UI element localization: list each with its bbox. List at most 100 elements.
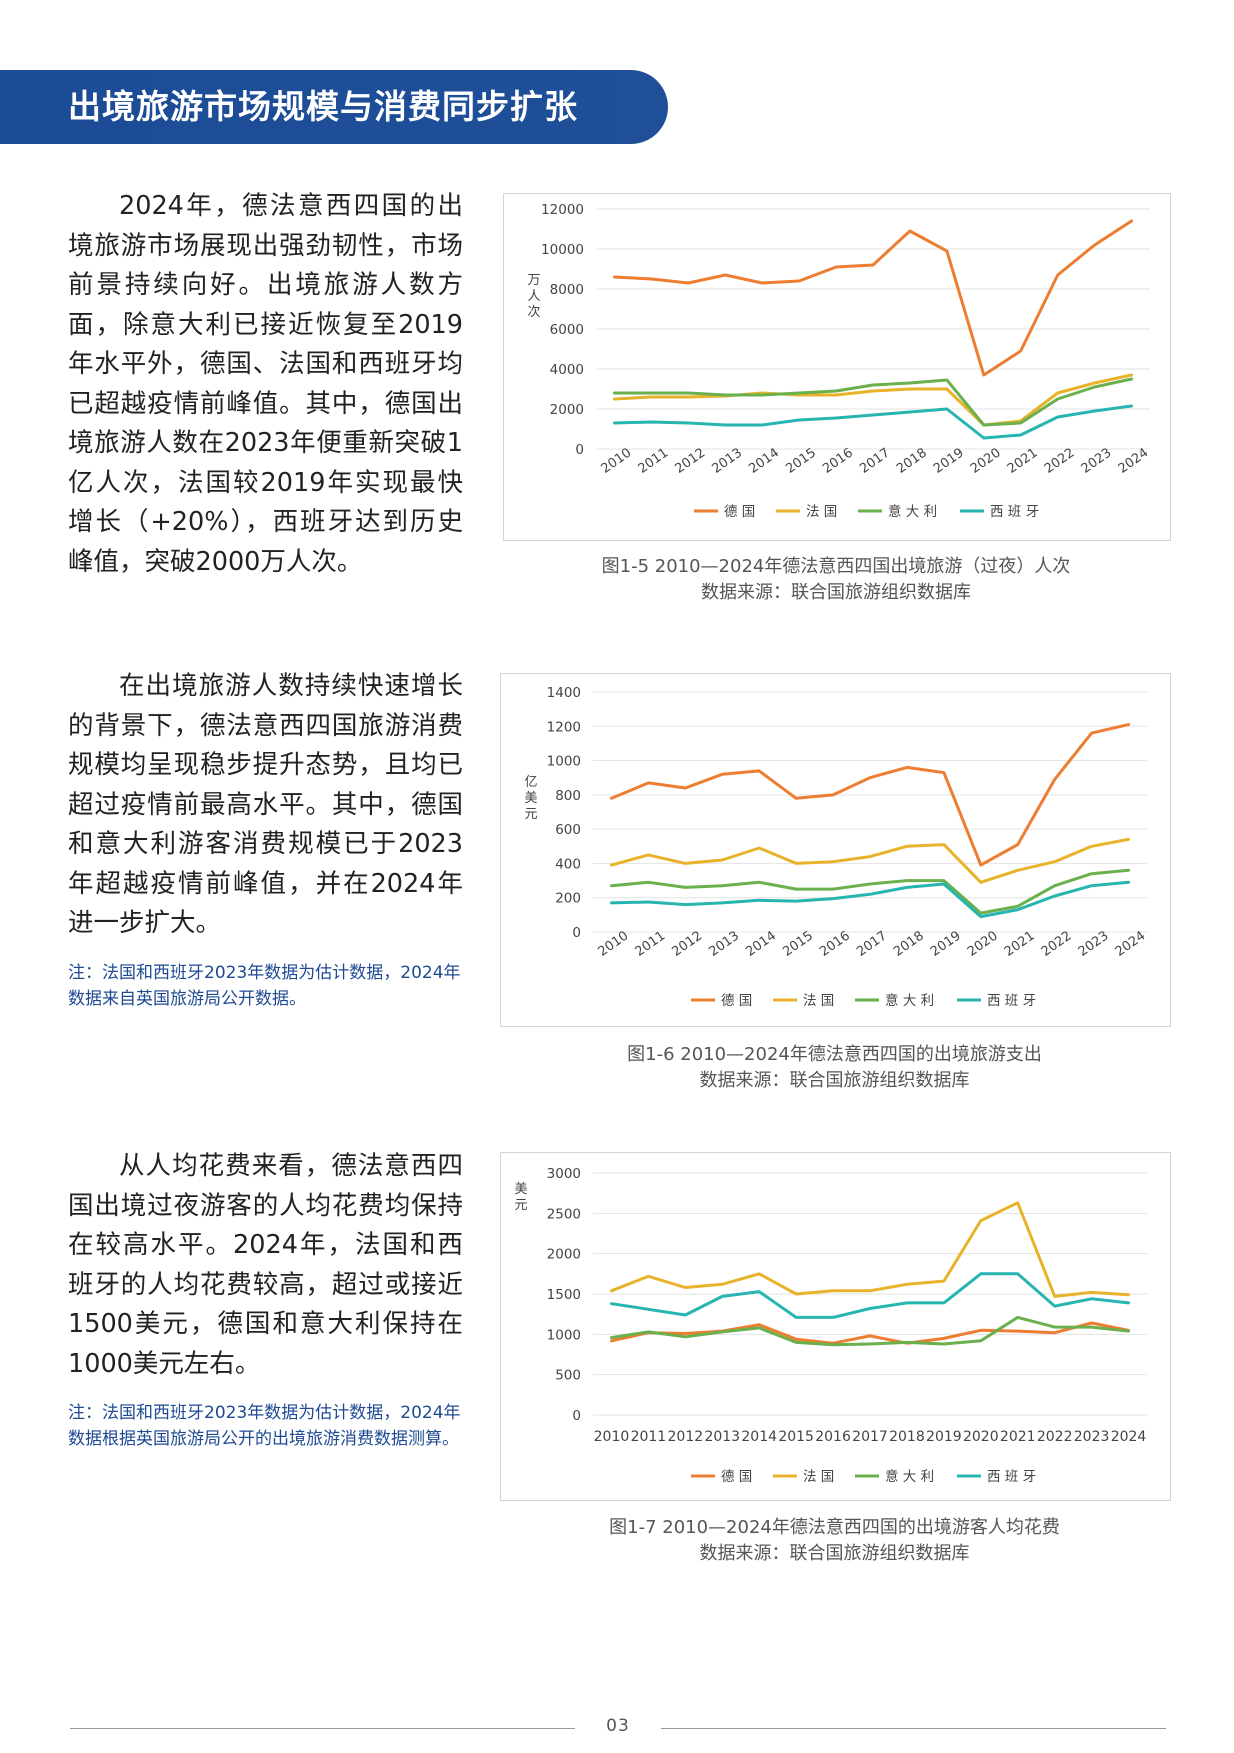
x-tick-label: 2014 <box>743 928 779 959</box>
x-tick-label: 2011 <box>633 928 669 959</box>
legend-entry: 意 大 利 <box>888 503 937 520</box>
chart-per-capita-spending-svg: 0 500 1000 1500 2000 2500 3000 2010 2011 2012 2013… <box>514 1166 1147 1485</box>
series-line <box>613 373 1133 427</box>
series-line <box>610 1321 1130 1345</box>
y-axis-label: 次 <box>527 304 540 320</box>
x-tick-label: 2018 <box>894 445 930 476</box>
x-tick-label: 2020 <box>968 445 1004 476</box>
series-line <box>610 1201 1130 1298</box>
legend-entry: 意 大 利 <box>885 992 934 1009</box>
y-tick-label: 1000 <box>547 754 581 770</box>
series-line <box>613 219 1133 377</box>
x-tick-label: 2022 <box>1039 928 1075 959</box>
y-tick-label: 1400 <box>547 685 581 701</box>
x-tick-label: 2018 <box>889 1429 925 1445</box>
x-tick-label: 2010 <box>599 445 635 476</box>
x-tick-label: 2021 <box>1000 1429 1036 1445</box>
x-tick-label: 2014 <box>741 1429 777 1445</box>
series-line <box>613 404 1133 440</box>
x-tick-label: 2014 <box>746 445 782 476</box>
footer-divider-left <box>70 1728 575 1729</box>
legend-entry: 意 大 利 <box>885 1468 934 1485</box>
y-tick-label: 800 <box>555 788 581 804</box>
y-tick-label: 3000 <box>547 1166 581 1182</box>
legend-entry: 法 国 <box>803 993 834 1009</box>
y-tick-label: 1200 <box>547 719 581 735</box>
series-line <box>610 1272 1130 1319</box>
y-axis-label: 美 <box>514 1182 527 1197</box>
x-tick-label: 2022 <box>1042 445 1078 476</box>
legend-entry: 西 班 牙 <box>990 504 1039 520</box>
series-line <box>610 868 1130 915</box>
section-title: 出境旅游市场规模与消费同步扩张 <box>68 87 578 126</box>
x-tick-label: 2017 <box>854 928 890 959</box>
x-tick-label: 2016 <box>817 928 853 959</box>
x-tick-label: 2020 <box>963 1429 999 1445</box>
y-tick-label: 2500 <box>547 1206 581 1222</box>
y-tick-label: 10000 <box>541 242 584 258</box>
x-tick-label: 2013 <box>706 928 742 959</box>
note-spending: 注：法国和西班牙2023年数据为估计数据，2024年数据来自英国旅游局公开数据。 <box>68 963 461 1009</box>
y-tick-label: 8000 <box>550 282 584 298</box>
y-axis-label: 万 <box>527 273 540 288</box>
y-axis-label: 亿 <box>524 775 537 790</box>
x-tick-label: 2013 <box>704 1429 740 1445</box>
x-tick-label: 2011 <box>636 445 672 476</box>
x-tick-label: 2015 <box>780 928 816 959</box>
caption-source: 数据来源：联合国旅游组织数据库 <box>699 1070 970 1091</box>
y-axis-label: 美 <box>524 791 537 806</box>
caption-title: 图1-7 2010—2024年德法意西四国的出境游客人均花费 <box>609 1517 1060 1538</box>
y-tick-label: 1500 <box>547 1287 581 1303</box>
x-tick-label: 2021 <box>1002 928 1038 959</box>
x-tick-label: 2021 <box>1005 445 1041 476</box>
chart-outbound-spending: 0 200 400 600 800 1000 1200 1400 2010 2011 2012 201… <box>500 673 1171 1027</box>
legend-entry: 西 班 牙 <box>987 993 1036 1009</box>
series-line <box>613 377 1133 427</box>
y-tick-label: 400 <box>555 856 581 872</box>
caption-fig-1-6: 图1-6 2010—2024年德法意西四国的出境旅游支出 数据来源：联合国旅游组… <box>500 1042 1169 1094</box>
legend-entry: 德 国 <box>721 993 752 1009</box>
x-tick-label: 2015 <box>783 445 819 476</box>
legend-entry: 德 国 <box>724 504 755 520</box>
x-tick-label: 2012 <box>669 928 705 959</box>
x-tick-label: 2023 <box>1076 928 1112 959</box>
y-tick-label: 1000 <box>547 1327 581 1343</box>
y-tick-label: 0 <box>575 442 584 458</box>
series-line <box>610 1315 1130 1347</box>
x-tick-label: 2017 <box>857 445 893 476</box>
y-tick-label: 4000 <box>550 362 584 378</box>
y-tick-label: 500 <box>555 1368 581 1384</box>
y-tick-label: 200 <box>555 891 581 907</box>
x-tick-label: 2015 <box>778 1429 814 1445</box>
x-tick-label: 2010 <box>594 1429 630 1445</box>
caption-title: 图1-5 2010—2024年德法意西四国出境旅游（过夜）人次 <box>601 556 1071 577</box>
x-tick-label: 2017 <box>852 1429 888 1445</box>
caption-source: 数据来源：联合国旅游组织数据库 <box>699 1543 970 1564</box>
paragraph-per-capita-spending: 从人均花费来看，德法意西四国出境过夜游客的人均花费均保持在较高水平。2024年，… <box>68 1151 463 1379</box>
paragraph-outbound-trips: 2024年，德法意西四国的出境旅游市场展现出强劲韧性，市场前景持续向好。出境旅游… <box>68 191 463 577</box>
section-banner: 出境旅游市场规模与消费同步扩张 <box>0 70 668 144</box>
series-line <box>610 880 1130 919</box>
note-per-capita: 注：法国和西班牙2023年数据为估计数据，2024年数据根据英国旅游局公开的出境… <box>68 1403 461 1449</box>
x-tick-label: 2023 <box>1079 445 1115 476</box>
y-axis-label: 人 <box>527 289 540 304</box>
x-tick-label: 2019 <box>931 445 967 476</box>
y-axis-label: 元 <box>514 1198 527 1213</box>
legend-entry: 西 班 牙 <box>987 1469 1036 1485</box>
x-tick-label: 2022 <box>1037 1429 1073 1445</box>
y-tick-label: 2000 <box>550 402 584 418</box>
x-tick-label: 2024 <box>1111 1429 1147 1445</box>
x-tick-label: 2024 <box>1113 928 1149 959</box>
footer-divider-right <box>661 1728 1166 1729</box>
paragraph-outbound-spending: 在出境旅游人数持续快速增长的背景下，德法意西四国旅游消费规模均呈现稳步提升态势，… <box>68 671 463 938</box>
y-tick-label: 6000 <box>550 322 584 338</box>
y-tick-label: 600 <box>555 822 581 838</box>
series-line <box>610 837 1130 884</box>
x-tick-label: 2012 <box>668 1429 704 1445</box>
x-tick-label: 2013 <box>709 445 745 476</box>
legend-entry: 法 国 <box>806 504 837 520</box>
page-number: 03 <box>606 1716 630 1736</box>
y-axis-label: 元 <box>524 807 537 822</box>
x-tick-label: 2023 <box>1074 1429 1110 1445</box>
